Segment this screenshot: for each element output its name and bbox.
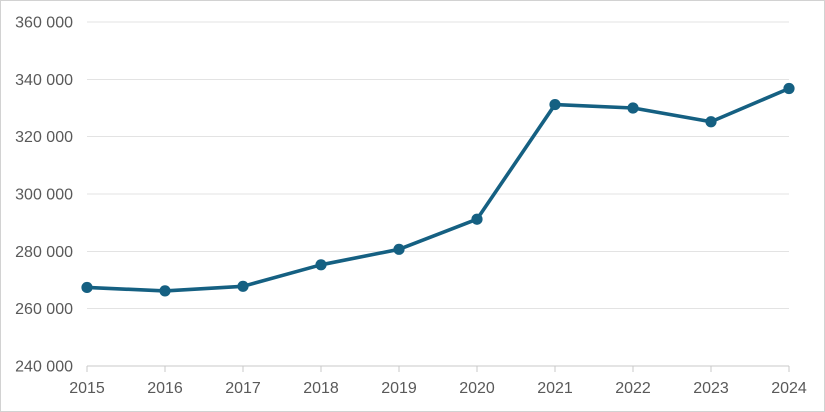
x-axis-label: 2024: [771, 380, 807, 397]
data-point: [393, 243, 405, 255]
y-axis-label: 300 000: [15, 187, 73, 204]
y-axis-label: 340 000: [15, 72, 73, 89]
data-point: [549, 98, 561, 111]
y-axis-label: 240 000: [15, 359, 73, 376]
data-point: [705, 116, 717, 128]
data-point: [159, 285, 171, 297]
y-axis-label: 360 000: [15, 15, 73, 32]
x-axis-label: 2020: [459, 380, 495, 397]
y-axis-label: 260 000: [15, 301, 73, 318]
x-axis-label: 2018: [303, 380, 339, 397]
data-series-line: [85, 86, 791, 293]
x-axis-label: 2017: [225, 380, 261, 397]
data-point: [783, 82, 795, 95]
y-axis-label: 320 000: [15, 129, 73, 146]
data-point: [81, 281, 93, 294]
x-axis-label: 2022: [615, 380, 651, 397]
x-axis-label: 2023: [693, 380, 729, 397]
data-point: [627, 102, 639, 114]
x-axis-label: 2019: [381, 380, 417, 397]
x-axis-label: 2015: [69, 380, 105, 397]
y-axis-label: 280 000: [15, 244, 73, 261]
x-axis-label: 2016: [147, 380, 183, 397]
x-axis-label: 2021: [537, 380, 573, 397]
data-point: [237, 280, 249, 292]
data-point: [471, 213, 483, 225]
data-point: [315, 259, 327, 271]
